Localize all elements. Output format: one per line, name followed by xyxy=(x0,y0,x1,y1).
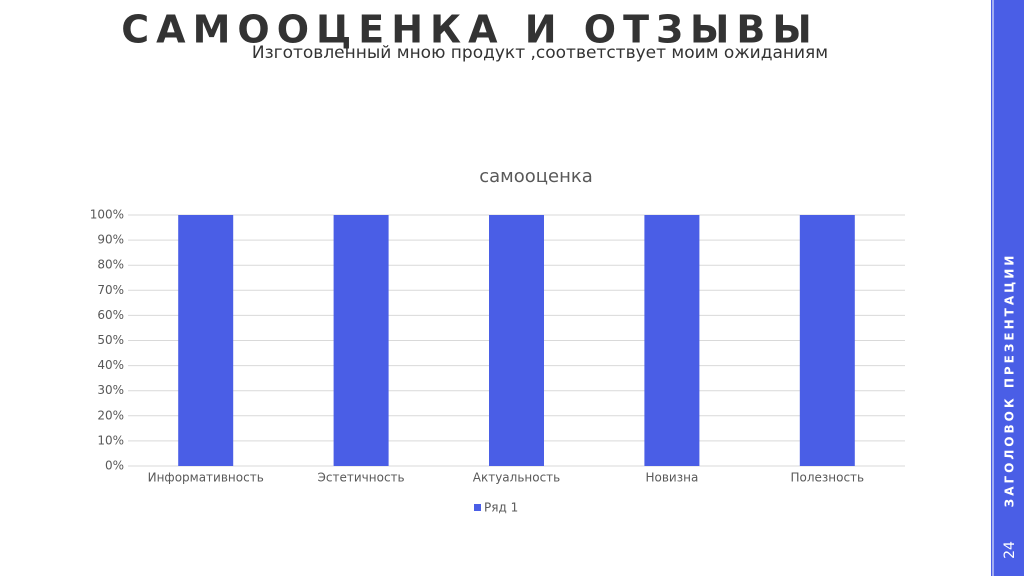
y-tick-label: 0% xyxy=(105,459,124,473)
bar xyxy=(489,215,544,466)
y-tick-label: 30% xyxy=(97,383,124,397)
y-tick-label: 90% xyxy=(97,233,124,247)
x-tick-label: Информативность xyxy=(148,471,264,485)
x-tick-label: Новизна xyxy=(645,471,698,485)
side-bar xyxy=(991,0,1024,576)
bar xyxy=(644,215,700,466)
x-tick-label: Эстетичность xyxy=(318,471,405,485)
legend-swatch xyxy=(474,504,481,511)
y-tick-label: 70% xyxy=(97,283,124,297)
y-tick-label: 50% xyxy=(97,333,124,347)
x-tick-label: Актуальность xyxy=(473,471,561,485)
side-title: ЗАГОЛОВОК ПРЕЗЕНТАЦИИ xyxy=(1003,253,1017,508)
legend-label: Ряд 1 xyxy=(484,501,518,515)
y-tick-label: 100% xyxy=(90,208,124,222)
slide-subtitle: Изготовленный мною продукт ,соответствуе… xyxy=(252,43,828,63)
y-tick-label: 40% xyxy=(97,358,124,372)
y-tick-label: 20% xyxy=(97,408,124,422)
x-tick-label: Полезность xyxy=(790,471,864,485)
slide-title: САМООЦЕНКА И ОТЗЫВЫ xyxy=(121,8,818,52)
page-number: 24 xyxy=(1002,541,1018,559)
chart-title: самооценка xyxy=(479,166,593,187)
y-tick-label: 80% xyxy=(97,258,124,272)
y-tick-label: 60% xyxy=(97,308,124,322)
bar xyxy=(799,215,855,466)
bar xyxy=(333,215,389,466)
y-tick-label: 10% xyxy=(97,433,124,447)
bar xyxy=(178,215,234,466)
